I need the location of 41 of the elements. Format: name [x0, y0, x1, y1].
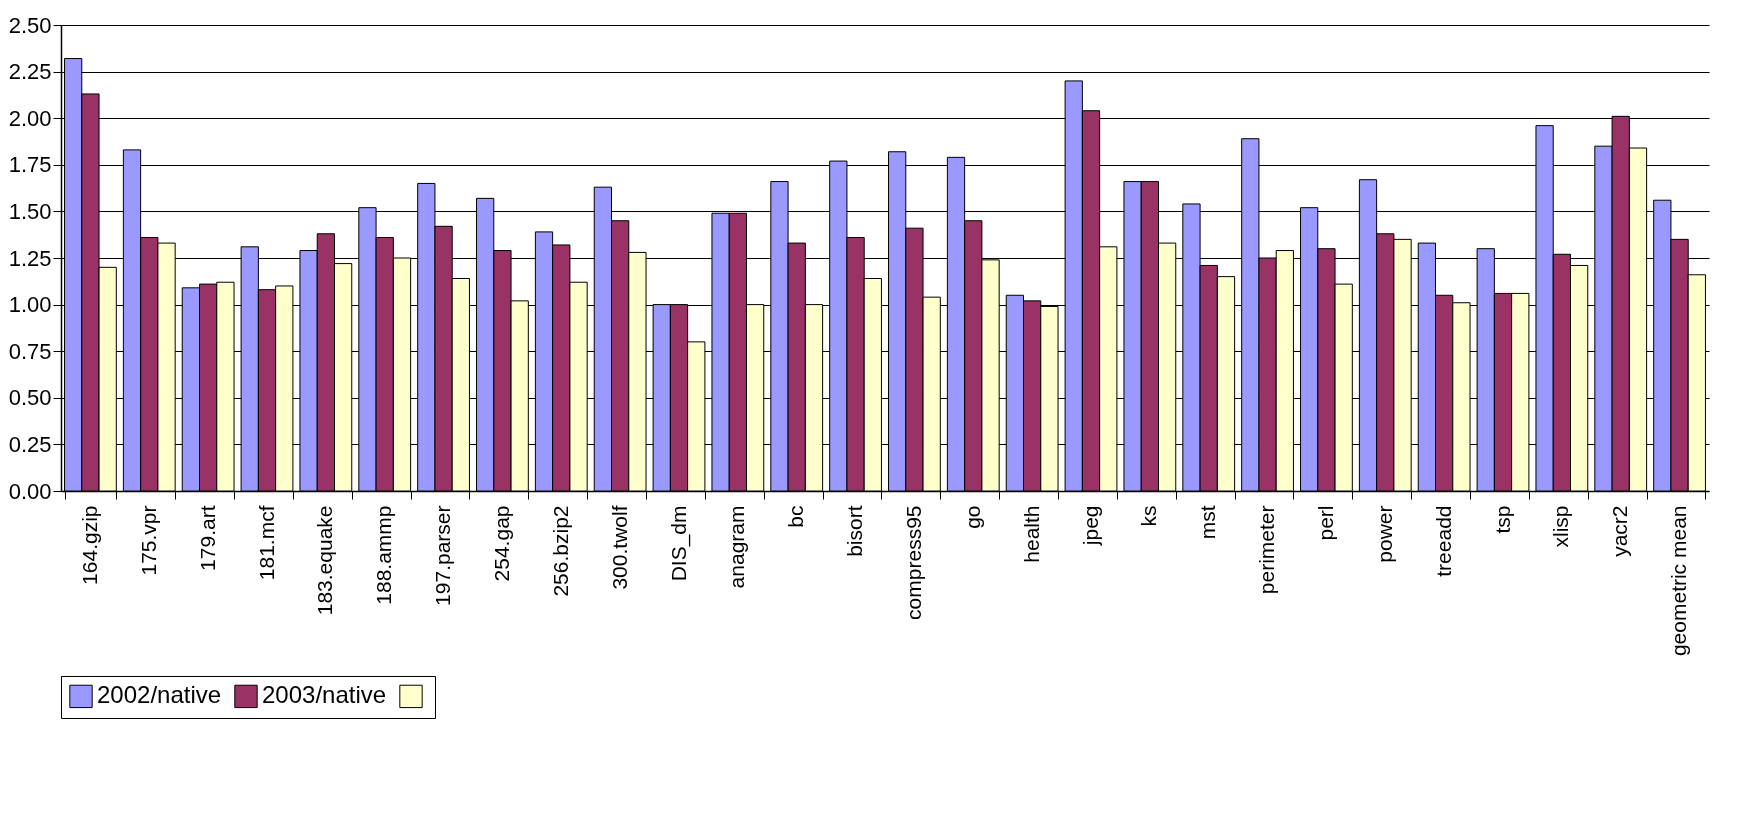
y-tick-label: 0.75 [8, 338, 52, 364]
x-tick-label: 164.gzip [77, 505, 101, 585]
x-tick-label: DIS_dm [666, 505, 691, 582]
y-tick-label: 0.50 [8, 385, 52, 411]
y-tick-label: 2.50 [8, 12, 52, 38]
x-tick-label: xlisp [1549, 505, 1573, 548]
y-tick-label: 0.25 [8, 431, 52, 457]
legend-label: 2002/native [97, 681, 222, 709]
x-tick-label: mst [1196, 505, 1220, 540]
x-tick-label: ks [1137, 505, 1161, 527]
legend-label: 2003/native [262, 681, 387, 709]
x-tick-label: geometric mean [1667, 505, 1691, 657]
x-tick-label: 256.bzip2 [548, 505, 572, 597]
x-tick-label: power [1372, 505, 1396, 563]
x-tick-label: health [1019, 505, 1043, 563]
x-tick-label: anagram [725, 505, 749, 589]
x-tick-label: bisort [843, 505, 867, 557]
x-tick-label: 300.twolf [607, 505, 631, 590]
x-tick-label: tsp [1490, 505, 1514, 534]
x-tick-label: treeadd [1431, 505, 1455, 577]
y-tick-label: 2.00 [8, 105, 52, 131]
x-tick-label: 254.gap [489, 505, 513, 582]
x-tick-label: 188.ammp [372, 505, 396, 605]
y-tick-label: 1.75 [8, 152, 52, 178]
x-tick-label: 183.equake [313, 505, 337, 616]
y-tick-label: 1.50 [8, 198, 52, 224]
x-tick-label: 197.parser [431, 505, 455, 606]
x-tick-label: perl [1313, 505, 1337, 541]
x-tick-label: perimeter [1255, 505, 1279, 595]
y-tick-label: 2.25 [8, 59, 52, 85]
x-tick-label: 175.vpr [136, 505, 160, 576]
x-tick-label: 181.mcf [254, 505, 278, 581]
y-tick-label: 1.25 [8, 245, 52, 271]
x-tick-label: jpeg [1078, 505, 1102, 547]
x-tick-label: compress95 [901, 505, 925, 620]
x-tick-label: yacr2 [1608, 505, 1632, 557]
y-tick-label: 0.00 [8, 478, 52, 504]
x-tick-label: go [960, 505, 984, 529]
x-tick-label: 179.art [195, 505, 219, 571]
x-tick-label: bc [784, 505, 808, 528]
y-tick-label: 1.00 [8, 292, 52, 318]
